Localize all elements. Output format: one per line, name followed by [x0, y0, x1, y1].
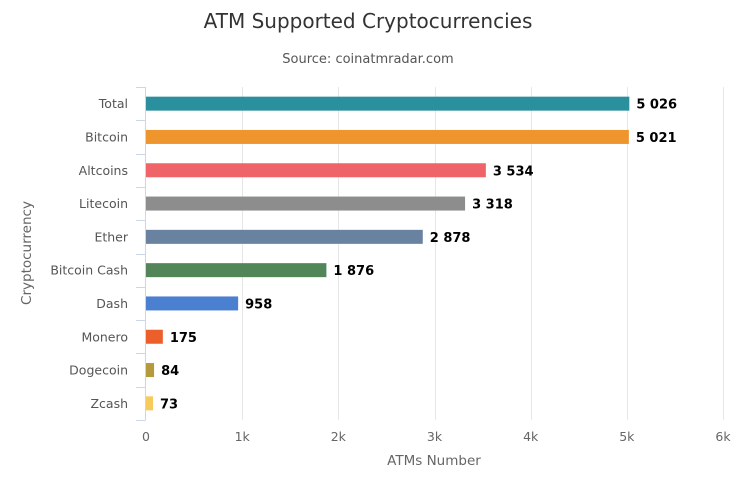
x-tick-label: 6k: [715, 429, 731, 444]
data-label: 958: [245, 297, 272, 312]
bar: [146, 96, 630, 111]
x-tick-label: 3k: [427, 429, 443, 444]
bar: [146, 196, 466, 211]
x-tick-label: 5k: [619, 429, 635, 444]
data-label: 73: [160, 397, 178, 412]
bar: [146, 396, 154, 411]
chart-subtitle: Source: coinatmradar.com: [282, 52, 453, 67]
data-label: 2 878: [430, 231, 471, 246]
y-axis-title: Cryptocurrency: [19, 201, 35, 305]
category-label: Total: [98, 96, 128, 111]
bar: [146, 263, 327, 278]
category-label: Monero: [81, 329, 128, 344]
x-tick-label: 4k: [523, 429, 539, 444]
category-label: Bitcoin: [85, 129, 128, 144]
bar: [146, 296, 239, 311]
category-label: Dash: [96, 296, 128, 311]
category-label: Bitcoin Cash: [50, 263, 128, 278]
bars: [146, 96, 630, 411]
data-label: 84: [161, 364, 179, 379]
category-label: Litecoin: [79, 196, 128, 211]
bar: [146, 229, 423, 244]
category-label: Zcash: [90, 396, 128, 411]
bar: [146, 129, 629, 144]
x-tick-label: 0: [142, 429, 150, 444]
x-tick-label: 2k: [331, 429, 347, 444]
data-label: 175: [170, 331, 197, 346]
bar: [146, 363, 155, 378]
x-axis-title: ATMs Number: [387, 453, 481, 469]
bar: [146, 163, 486, 178]
x-tick-label: 1k: [235, 429, 251, 444]
data-label: 3 534: [493, 164, 534, 179]
data-label: 1 876: [333, 264, 374, 279]
bar: [146, 329, 163, 344]
x-tick-labels: 0 1k 2k 3k 4k 5k 6k: [142, 429, 731, 444]
data-labels: 5 026 5 021 3 534 3 318 2 878 1 876 958 175 84 73: [160, 98, 677, 413]
category-label: Altcoins: [79, 163, 128, 178]
data-label: 3 318: [472, 198, 513, 213]
category-label: Dogecoin: [69, 363, 128, 378]
category-labels: Total Bitcoin Altcoins Litecoin Ether Bitcoin…: [50, 96, 129, 411]
chart-title: ATM Supported Cryptocurrencies: [204, 9, 533, 33]
data-label: 5 026: [636, 98, 677, 113]
data-label: 5 021: [636, 131, 677, 146]
category-label: Ether: [94, 229, 128, 244]
